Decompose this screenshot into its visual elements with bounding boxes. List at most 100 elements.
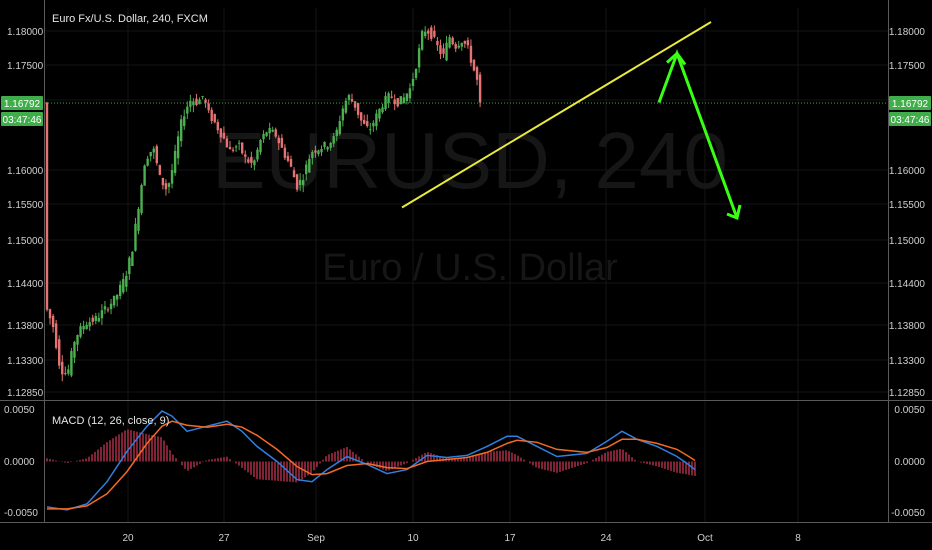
signal-line[interactable] [47,420,696,510]
candle-body[interactable] [195,98,198,105]
candle-body[interactable] [369,129,372,131]
candle-body[interactable] [448,37,451,48]
candle-body[interactable] [323,141,326,148]
candle-body[interactable] [213,114,216,123]
candle-body[interactable] [189,100,192,107]
candle-body[interactable] [427,30,430,34]
candle-body[interactable] [436,40,439,46]
candles[interactable] [45,25,888,382]
candle-body[interactable] [439,45,442,54]
candle-body[interactable] [341,108,345,121]
candle-body[interactable] [222,132,226,139]
arrow-head-down[interactable] [726,204,742,221]
candle-body[interactable] [119,284,122,296]
candle-body[interactable] [320,149,323,153]
candle-body[interactable] [207,103,210,111]
candle-body[interactable] [372,122,375,127]
candle-body[interactable] [140,185,143,214]
candle-body[interactable] [58,339,61,366]
candle-body[interactable] [158,165,162,175]
candle-body[interactable] [295,174,299,190]
candle-body[interactable] [353,101,357,108]
candle-body[interactable] [317,150,320,155]
candle-body[interactable] [122,279,125,293]
candle-body[interactable] [420,31,424,50]
candle-body[interactable] [183,116,186,127]
candle-body[interactable] [180,119,183,142]
candle-body[interactable] [85,324,88,330]
candle-body[interactable] [390,96,393,98]
candle-body[interactable] [414,69,418,78]
candle-body[interactable] [234,146,238,148]
candle-body[interactable] [350,99,354,102]
candle-body[interactable] [286,155,290,161]
candle-body[interactable] [128,257,131,275]
candle-body[interactable] [146,158,149,166]
candle-body[interactable] [460,43,463,47]
candle-body[interactable] [115,294,119,300]
candle-body[interactable] [384,96,387,110]
candle-body[interactable] [298,179,302,186]
candle-body[interactable] [161,177,165,186]
candle-body[interactable] [259,139,262,153]
candle-body[interactable] [167,183,171,188]
candle-body[interactable] [359,112,363,121]
price-axis[interactable]: 1.180001.180001.175001.175001.170001.170… [1,27,931,519]
candle-body[interactable] [82,326,85,330]
candle-body[interactable] [305,164,308,175]
candle-body[interactable] [338,121,341,134]
candle-body[interactable] [268,128,271,134]
candle-body[interactable] [91,317,94,322]
candle-body[interactable] [210,109,213,121]
candle-body[interactable] [225,138,229,148]
candle-body[interactable] [302,180,305,186]
candle-body[interactable] [219,128,223,138]
candle-body[interactable] [366,121,369,127]
candle-body[interactable] [155,146,158,164]
candle-body[interactable] [411,78,415,86]
candle-body[interactable] [442,48,445,54]
candle-body[interactable] [201,96,204,98]
candle-body[interactable] [94,315,97,322]
candle-body[interactable] [335,129,338,137]
time-axis[interactable]: 20 27 Sep 10 17 24 Oct 8 [122,533,801,544]
candle-body[interactable] [54,323,58,348]
candle-body[interactable] [176,136,180,159]
candle-body[interactable] [64,373,67,375]
candle-body[interactable] [149,151,152,157]
candle-body[interactable] [463,40,467,44]
candle-body[interactable] [134,223,137,251]
candle-body[interactable] [109,303,113,310]
candle-body[interactable] [356,103,360,115]
candle-body[interactable] [73,341,76,358]
candle-body[interactable] [308,158,311,173]
candle-body[interactable] [76,334,79,345]
candle-body[interactable] [387,93,390,103]
candle-body[interactable] [292,170,296,178]
annotations[interactable] [401,21,742,221]
candle-body[interactable] [363,120,366,124]
candle-body[interactable] [106,309,110,311]
candle-body[interactable] [280,137,284,148]
candle-body[interactable] [247,159,250,163]
candle-body[interactable] [454,43,457,49]
candle-body[interactable] [237,142,241,144]
candle-body[interactable] [347,95,351,100]
candle-body[interactable] [100,310,104,319]
candle-body[interactable] [48,309,52,319]
candle-body[interactable] [231,149,235,151]
candle-body[interactable] [433,30,436,37]
candle-body[interactable] [451,37,454,45]
candle-body[interactable] [469,45,473,63]
candle-body[interactable] [186,106,189,114]
candle-body[interactable] [256,149,259,160]
candle-body[interactable] [445,42,448,61]
candle-body[interactable] [424,31,427,37]
candle-body[interactable] [314,150,317,153]
candle-body[interactable] [103,306,107,310]
candle-body[interactable] [399,96,402,105]
candle-body[interactable] [375,113,378,127]
candle-body[interactable] [289,159,293,167]
candle-body[interactable] [192,101,195,106]
macd-pane[interactable] [46,410,696,511]
